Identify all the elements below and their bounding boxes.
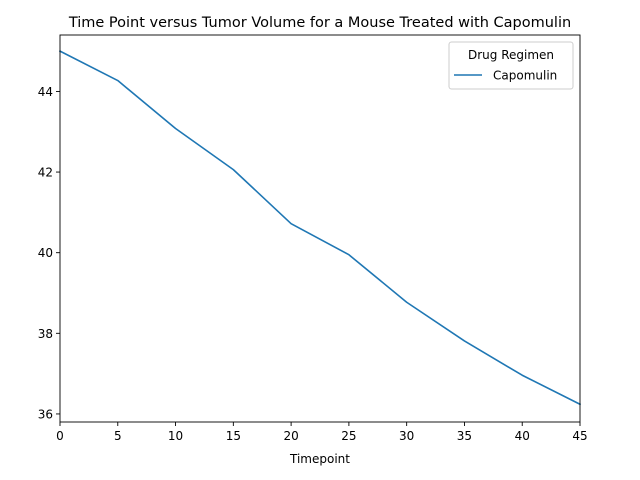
legend-title: Drug Regimen bbox=[468, 48, 554, 62]
series-line-capomulin bbox=[58, 50, 582, 406]
x-tick-label: 35 bbox=[457, 429, 472, 443]
x-tick-label: 0 bbox=[56, 429, 64, 443]
legend-frame bbox=[448, 41, 574, 90]
x-tick-label: 15 bbox=[226, 429, 241, 443]
chart-title: Time Point versus Tumor Volume for a Mou… bbox=[68, 15, 571, 31]
y-axis: 36 38 40 42 44 bbox=[38, 85, 60, 421]
legend-label-capomulin: Capomulin bbox=[493, 69, 557, 83]
y-tick-label: 40 bbox=[38, 246, 53, 260]
y-tick-label: 42 bbox=[38, 166, 53, 180]
x-axis-label: Timepoint bbox=[289, 452, 350, 466]
x-tick-label: 30 bbox=[399, 429, 414, 443]
legend: Drug Regimen Capomulin bbox=[448, 41, 574, 90]
x-axis: 0 5 10 15 20 25 30 35 40 45 bbox=[56, 422, 588, 443]
x-tick-label: 5 bbox=[114, 429, 122, 443]
x-tick-label: 40 bbox=[515, 429, 530, 443]
y-tick-label: 44 bbox=[38, 85, 53, 99]
x-tick-label: 25 bbox=[341, 429, 356, 443]
x-tick-label: 45 bbox=[572, 429, 587, 443]
x-tick-label: 20 bbox=[283, 429, 298, 443]
plot-frame bbox=[59, 34, 581, 423]
plot-area bbox=[58, 34, 582, 423]
y-tick-label: 36 bbox=[38, 407, 53, 421]
y-tick-label: 38 bbox=[38, 327, 53, 341]
x-tick-label: 10 bbox=[168, 429, 183, 443]
